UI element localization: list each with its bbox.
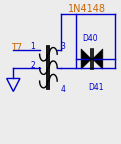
Polygon shape	[93, 49, 103, 69]
Polygon shape	[81, 49, 91, 69]
Text: D41: D41	[88, 83, 103, 92]
Text: T7: T7	[11, 43, 23, 52]
Text: 1: 1	[30, 42, 35, 51]
Text: 2: 2	[30, 61, 35, 70]
Text: 4: 4	[60, 85, 65, 94]
Text: 3: 3	[60, 42, 65, 51]
Text: 1N4148: 1N4148	[68, 4, 106, 14]
Text: D40: D40	[82, 34, 98, 43]
